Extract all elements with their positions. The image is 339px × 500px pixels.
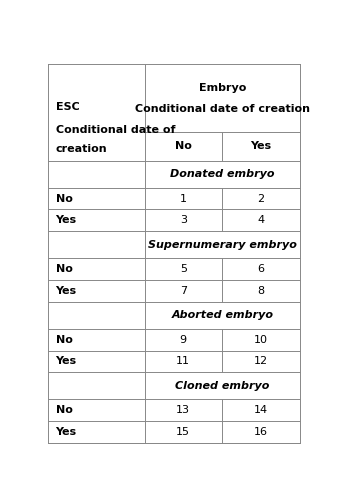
Text: Embryo: Embryo [199,83,246,93]
Text: Donated embryo: Donated embryo [170,169,275,179]
Text: Aborted embryo: Aborted embryo [171,310,273,320]
Text: Conditional date of: Conditional date of [56,124,175,134]
Text: 3: 3 [180,216,187,226]
Text: 6: 6 [257,264,264,274]
Text: Supernumerary embryo: Supernumerary embryo [148,240,297,250]
Text: 15: 15 [176,427,190,437]
Text: 14: 14 [254,406,268,415]
Text: 10: 10 [254,334,268,344]
Text: Yes: Yes [56,286,77,296]
Text: No: No [56,194,73,203]
Text: Yes: Yes [56,216,77,226]
Text: No: No [175,141,192,151]
Text: 11: 11 [176,356,190,366]
Text: 16: 16 [254,427,268,437]
Text: ESC: ESC [56,102,79,113]
Text: Yes: Yes [250,141,271,151]
Text: 1: 1 [180,194,187,203]
Text: 9: 9 [180,334,187,344]
Text: Yes: Yes [56,356,77,366]
Text: 13: 13 [176,406,190,415]
Text: No: No [56,264,73,274]
Text: Conditional date of creation: Conditional date of creation [135,104,310,114]
Text: No: No [56,406,73,415]
Text: 12: 12 [254,356,268,366]
Text: No: No [56,334,73,344]
Text: Cloned embryo: Cloned embryo [175,381,270,391]
Text: Yes: Yes [56,427,77,437]
Text: 4: 4 [257,216,264,226]
Text: creation: creation [56,144,107,154]
Text: 8: 8 [257,286,264,296]
Text: 7: 7 [180,286,187,296]
Text: 5: 5 [180,264,187,274]
Text: 2: 2 [257,194,264,203]
